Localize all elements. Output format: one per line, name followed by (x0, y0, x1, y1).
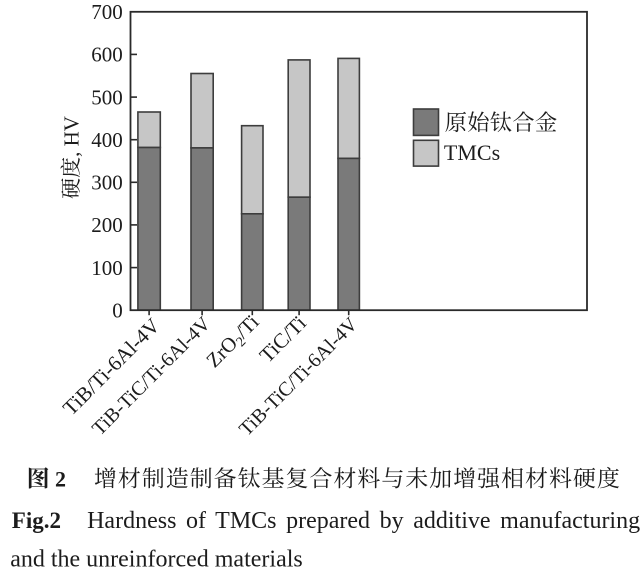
svg-text:Fig.2: Fig.2 (12, 508, 61, 533)
svg-text:Hardness of TMCs prepared by a: Hardness of TMCs prepared by additive ma… (87, 508, 640, 534)
svg-text:200: 200 (91, 213, 123, 237)
svg-text:and the unreinforced materials: and the unreinforced materials (10, 546, 303, 572)
svg-text:100: 100 (91, 256, 123, 280)
svg-text:0: 0 (112, 299, 123, 323)
svg-text:300: 300 (91, 171, 123, 195)
svg-text:700: 700 (91, 0, 123, 24)
svg-text:400: 400 (91, 128, 123, 152)
svg-text:600: 600 (91, 43, 123, 67)
svg-text:TMCs: TMCs (444, 140, 500, 165)
svg-text:, HV: , HV (59, 116, 83, 157)
svg-text:500: 500 (91, 85, 123, 109)
svg-text:2: 2 (55, 467, 66, 492)
